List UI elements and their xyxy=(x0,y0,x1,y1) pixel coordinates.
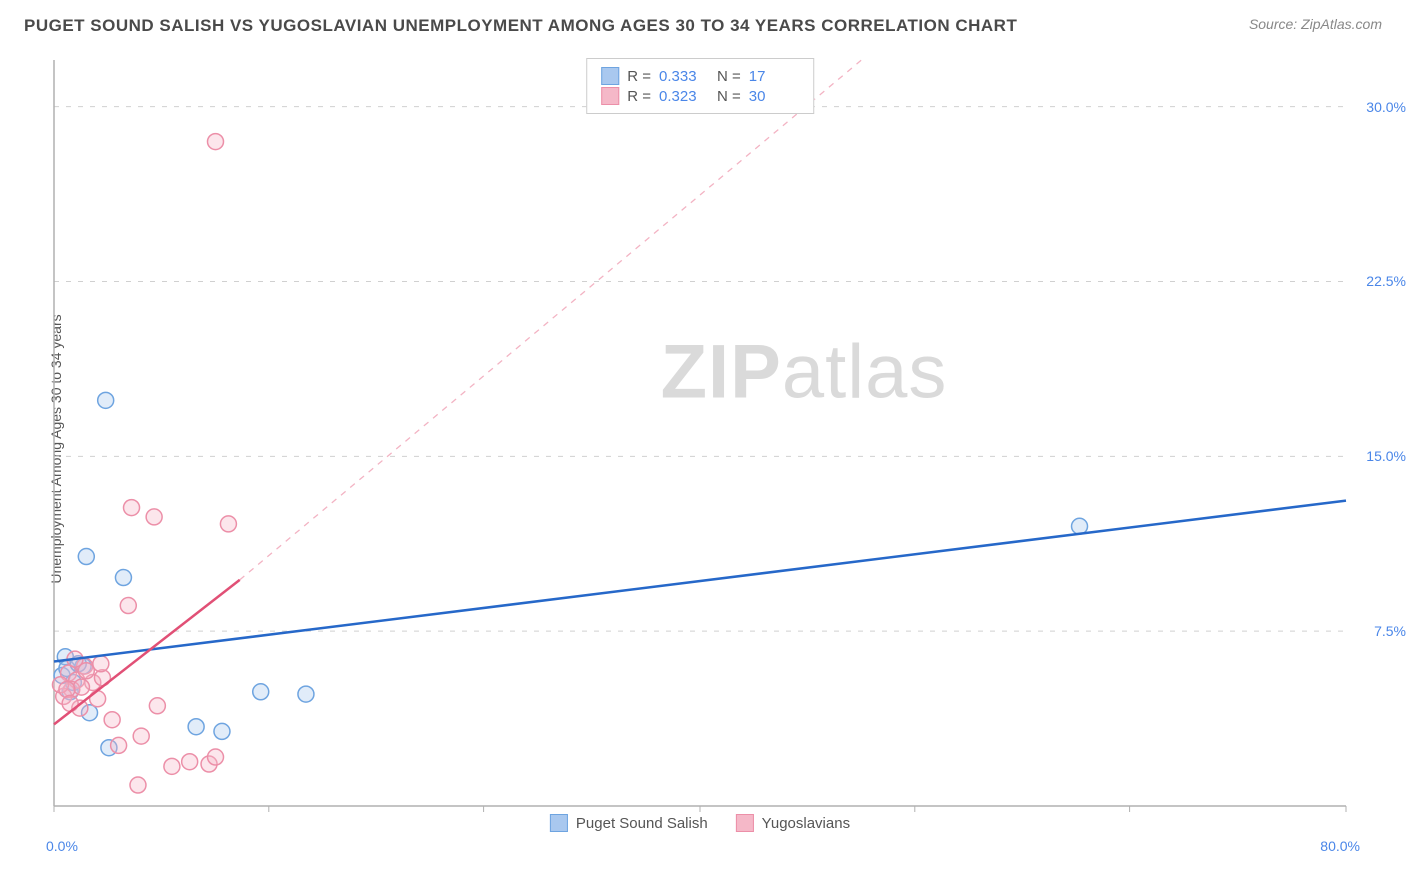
legend-swatch-0 xyxy=(550,814,568,832)
stats-swatch-0 xyxy=(601,67,619,85)
r-value-1: 0.323 xyxy=(659,88,709,105)
stats-swatch-1 xyxy=(601,87,619,105)
r-label: R = xyxy=(627,68,651,85)
n-value-0: 17 xyxy=(749,68,799,85)
n-label: N = xyxy=(717,68,741,85)
legend-item-0: Puget Sound Salish xyxy=(550,814,708,832)
legend: Puget Sound Salish Yugoslavians xyxy=(550,814,850,832)
n-value-1: 30 xyxy=(749,88,799,105)
x-tick-left: 0.0% xyxy=(46,838,78,854)
scatter-plot xyxy=(50,56,1350,826)
legend-item-1: Yugoslavians xyxy=(736,814,850,832)
chart-title: PUGET SOUND SALISH VS YUGOSLAVIAN UNEMPL… xyxy=(24,16,1017,36)
stats-box: R = 0.333 N = 17 R = 0.323 N = 30 xyxy=(586,58,814,114)
legend-label-1: Yugoslavians xyxy=(762,815,850,832)
y-tick-label: 15.0% xyxy=(1366,448,1406,464)
legend-swatch-1 xyxy=(736,814,754,832)
y-tick-label: 7.5% xyxy=(1374,623,1406,639)
x-tick-right: 80.0% xyxy=(1320,838,1360,854)
chart-area: Unemployment Among Ages 30 to 34 years Z… xyxy=(50,56,1350,826)
n-label: N = xyxy=(717,88,741,105)
y-tick-label: 22.5% xyxy=(1366,273,1406,289)
y-tick-label: 30.0% xyxy=(1366,99,1406,115)
chart-header: PUGET SOUND SALISH VS YUGOSLAVIAN UNEMPL… xyxy=(0,0,1406,44)
r-value-0: 0.333 xyxy=(659,68,709,85)
r-label: R = xyxy=(627,88,651,105)
stats-row-0: R = 0.333 N = 17 xyxy=(601,67,799,85)
legend-label-0: Puget Sound Salish xyxy=(576,815,708,832)
stats-row-1: R = 0.323 N = 30 xyxy=(601,87,799,105)
chart-source: Source: ZipAtlas.com xyxy=(1249,16,1382,32)
